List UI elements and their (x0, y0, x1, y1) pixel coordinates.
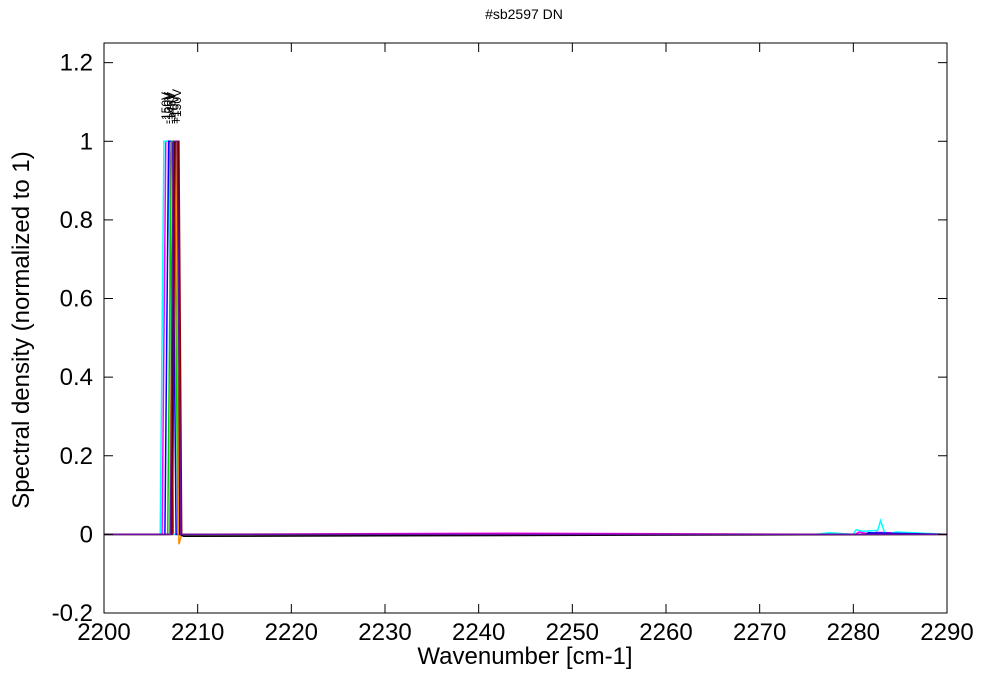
peak-label: -145V (164, 92, 178, 124)
x-tick-label: 2210 (171, 619, 224, 646)
series-line (104, 140, 948, 538)
x-tick-label: 2200 (77, 619, 130, 646)
series-line (104, 140, 947, 536)
y-tick-label: 1.2 (60, 50, 93, 77)
x-tick-label: 2220 (265, 619, 318, 646)
series-line (104, 140, 947, 536)
chart-title: #sb2597 DN (485, 6, 563, 22)
series-line (104, 140, 948, 536)
plot-area (104, 140, 948, 545)
plot-frame (103, 42, 948, 614)
y-tick-label: 1 (80, 128, 93, 155)
axes: 2200 2210 2220 2230 2240 2250 2260 2270 2280 2290… (52, 43, 974, 646)
x-axis-label: Wavenumber [cm-1] (417, 643, 632, 670)
series-line (104, 140, 947, 545)
series-line (104, 140, 947, 536)
y-tick-label: -0.2 (52, 600, 93, 627)
x-tick-label: 2280 (827, 619, 880, 646)
peak-label: +10V (167, 96, 181, 124)
peak-label: -150V (159, 92, 173, 124)
x-tick-label: 2260 (639, 619, 692, 646)
x-tick-label: 2230 (358, 619, 411, 646)
y-tick-label: 0 (80, 521, 93, 548)
x-tick-label: 2250 (546, 619, 599, 646)
x-tick-label: 2240 (452, 619, 505, 646)
y-tick-label: 0.4 (60, 364, 93, 391)
x-tick-label: 2290 (920, 619, 973, 646)
peak-label: +150V (170, 89, 184, 124)
x-tick-label: 2270 (733, 619, 786, 646)
y-tick-label: 0.6 (60, 286, 93, 313)
peak-label: -100V (162, 92, 176, 124)
series-line (104, 140, 948, 536)
y-axis-label: Spectral density (normalized to 1) (8, 151, 35, 509)
y-tick-label: 0.8 (60, 207, 93, 234)
series-line (104, 140, 948, 536)
y-tick-label: 0.2 (60, 443, 93, 470)
